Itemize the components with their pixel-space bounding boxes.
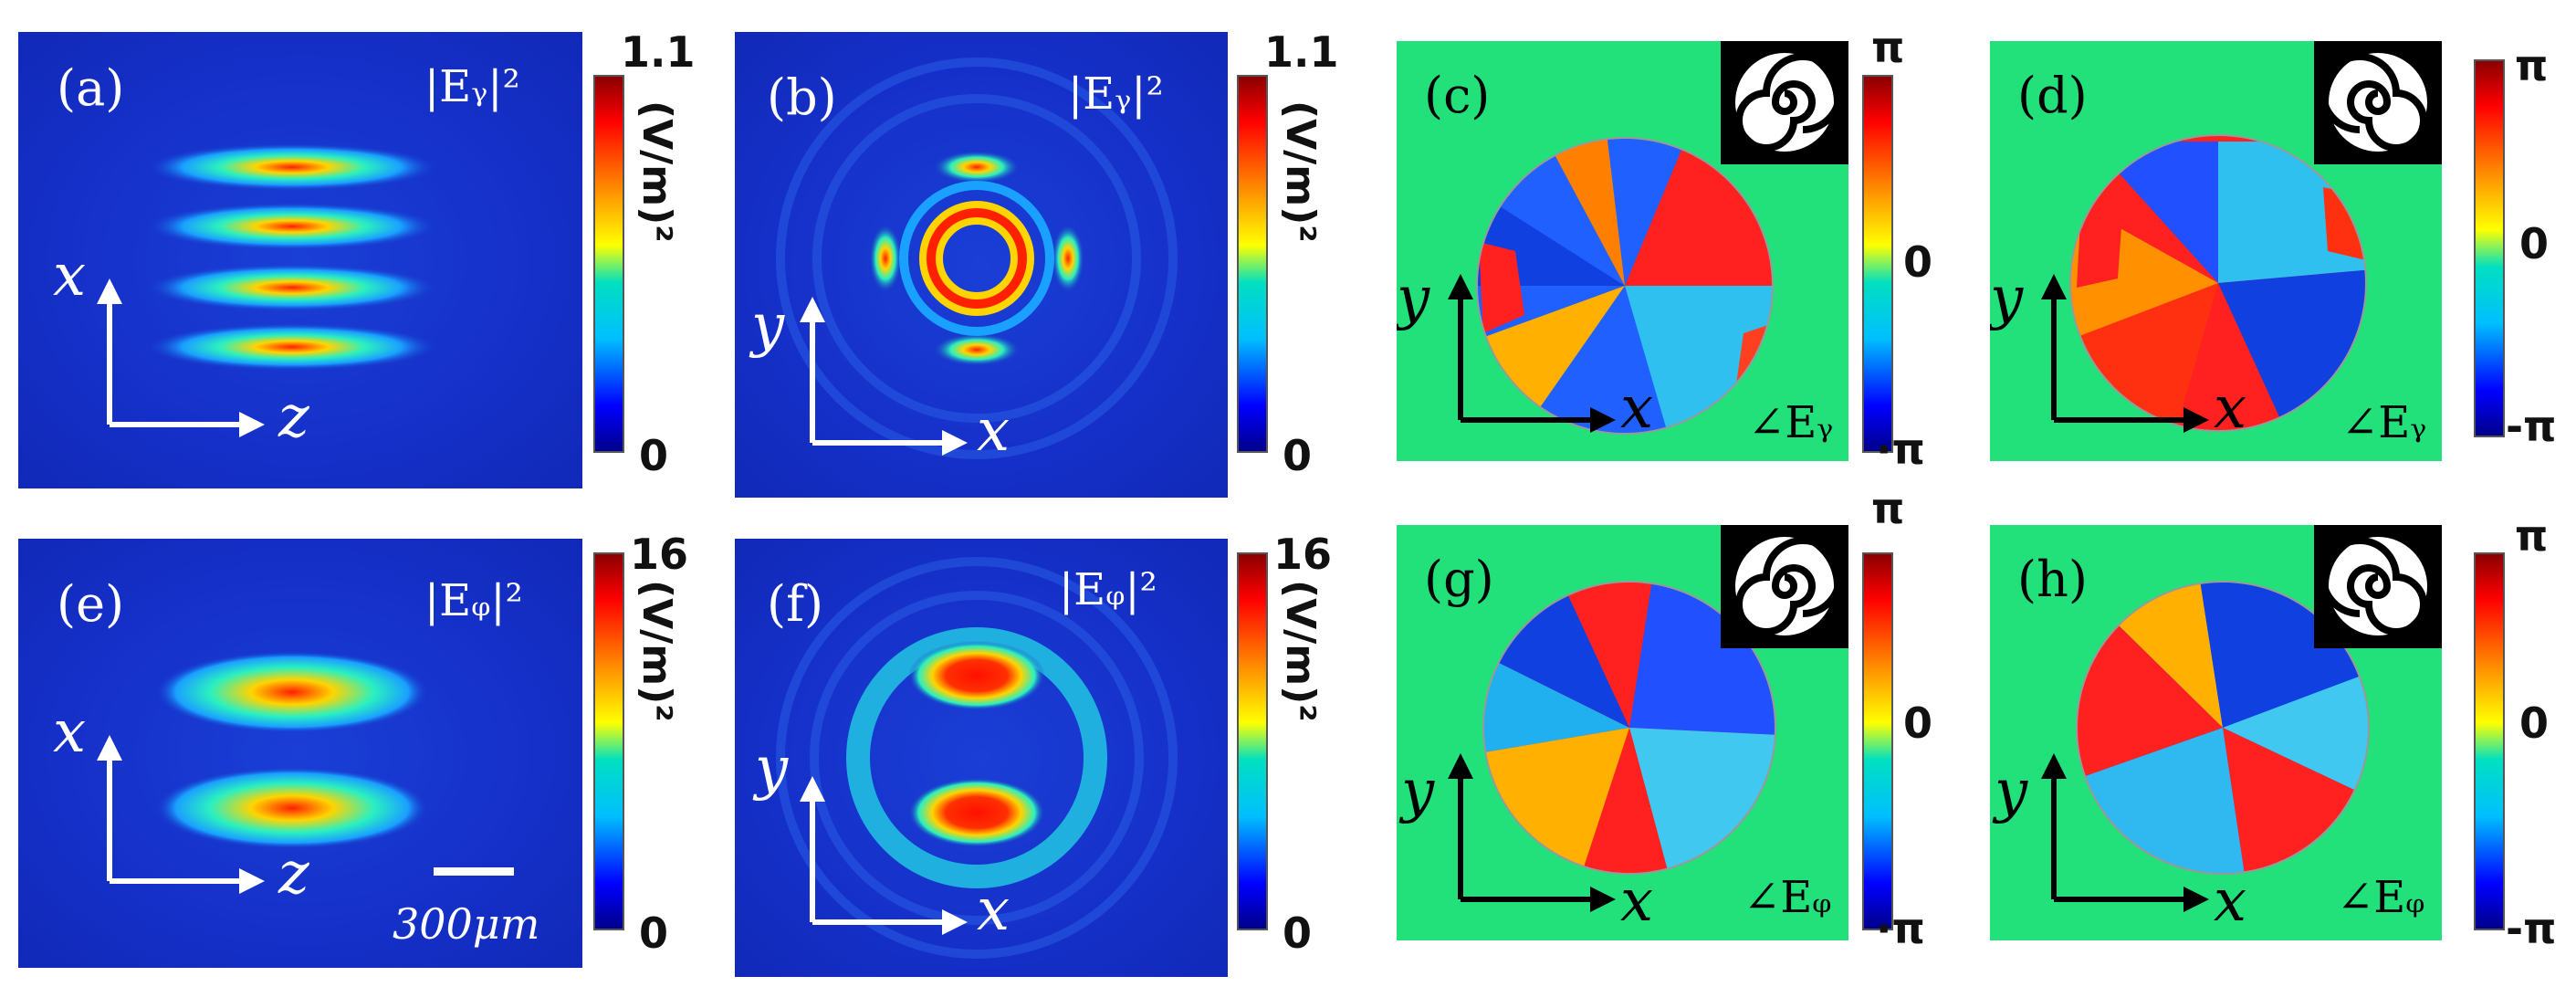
panel-e-axis-h: z xyxy=(278,840,309,908)
panel-a-axes-icon xyxy=(97,278,265,437)
panel-d-phase-disk xyxy=(2069,134,2367,432)
panel-g-phase-map: (g) ∠Eᵩ y x xyxy=(1397,525,1848,940)
panel-e-colorbar xyxy=(593,552,624,930)
panel-c-phase-map: (c) ∠Eᵧ y x xyxy=(1397,41,1848,461)
panel-h-cbar-bottom: -π xyxy=(2506,904,2557,953)
panel-d-cbar-mid: 0 xyxy=(2519,219,2550,268)
spiral-icon xyxy=(2319,537,2427,635)
panel-f-colorbar xyxy=(1237,552,1268,930)
panel-h-phase-disk xyxy=(2076,581,2370,875)
panel-e-lobes xyxy=(155,651,429,849)
panel-f-axes-icon xyxy=(800,776,968,935)
panel-c-spiral-mask-inset xyxy=(1721,41,1848,164)
panel-b-quantity: |Eᵧ|² xyxy=(1068,68,1164,120)
shared-phase-colorbar-top xyxy=(1862,75,1893,453)
panel-a-tag: (a) xyxy=(57,59,125,117)
panel-h-cbar-mid: 0 xyxy=(2519,698,2550,748)
panel-h-spiral-mask-inset xyxy=(2314,525,2442,648)
panel-e-cbar-top: 16 xyxy=(630,530,689,579)
panel-d-cbar-top: π xyxy=(2515,41,2549,90)
panel-h-quantity: ∠Eᵩ xyxy=(2337,872,2425,923)
panel-c-phase-disk xyxy=(1476,137,1774,435)
panel-h-tag: (h) xyxy=(2017,551,2088,608)
shared-phase-cbar-mid-label: 0 xyxy=(1903,237,1933,287)
panel-f-axis-v: y xyxy=(755,735,789,803)
panel-d-axis-v: y xyxy=(1990,265,2024,332)
panel-d-axes-icon xyxy=(2041,274,2209,433)
panel-h-axis-v: y xyxy=(1995,758,2028,825)
panel-e-scale-label: 300μm xyxy=(393,899,540,949)
panel-b-axis-v: y xyxy=(751,292,785,360)
spiral-icon xyxy=(2319,53,2427,152)
panel-e-tag: (e) xyxy=(57,575,125,633)
shared-phase-cbar2-top-label: π xyxy=(1871,484,1905,533)
panel-f-axis-h: x xyxy=(977,877,1011,944)
panel-a-colorbar xyxy=(593,75,624,453)
panel-d-axis-h: x xyxy=(2214,374,2247,442)
panel-d-quantity: ∠Eᵧ xyxy=(2341,397,2427,448)
panel-a-cbar-top: 1.1 xyxy=(621,27,696,77)
panel-d-tag: (d) xyxy=(2017,67,2088,124)
panel-d-cbar-bottom: -π xyxy=(2506,402,2557,451)
panel-h-axis-h: x xyxy=(2214,867,2247,935)
panel-a-fringes xyxy=(146,143,438,371)
panel-g-spiral-mask-inset xyxy=(1721,525,1848,648)
shared-phase-colorbar-bottom xyxy=(1862,552,1893,930)
panel-f-cbar-unit: (V/m)² xyxy=(1277,580,1324,722)
panel-a-intensity-map: (a) |Eᵧ|² x z xyxy=(18,32,582,488)
panel-f-cbar-bottom: 0 xyxy=(1283,908,1313,958)
panel-b-rings xyxy=(776,58,1178,459)
panel-e-cbar-bottom: 0 xyxy=(639,908,669,958)
panel-c-tag: (c) xyxy=(1424,67,1491,124)
panel-h-colorbar xyxy=(2474,552,2505,930)
panel-g-axis-h: x xyxy=(1620,867,1654,935)
panel-f-tag: (f) xyxy=(767,575,824,633)
spiral-icon xyxy=(1735,53,1843,152)
panel-e-axis-v: x xyxy=(53,698,87,766)
panel-f-cbar-top: 16 xyxy=(1273,530,1333,579)
panel-f-intensity-map: (f) |Eᵩ|² y x xyxy=(735,539,1228,977)
panel-c-axis-h: x xyxy=(1620,374,1654,442)
panel-b-cbar-bottom: 0 xyxy=(1283,431,1313,480)
panel-h-axes-icon xyxy=(2041,753,2209,912)
panel-f-lobes xyxy=(776,557,1178,959)
panel-b-intensity-map: (b) |Eᵧ|² y x xyxy=(735,32,1228,498)
panel-g-tag: (g) xyxy=(1424,551,1494,608)
panel-d-phase-map: (d) ∠Eᵧ y x xyxy=(1990,41,2442,461)
panel-e-cbar-unit: (V/m)² xyxy=(634,580,680,722)
panel-b-axis-h: x xyxy=(977,397,1011,465)
shared-phase-cbar-top-label: π xyxy=(1871,23,1905,72)
panel-b-cbar-unit: (V/m)² xyxy=(1277,100,1324,243)
panel-c-quantity: ∠Eᵧ xyxy=(1748,397,1834,448)
panel-g-axes-icon xyxy=(1448,753,1616,912)
panel-e-axes-icon xyxy=(97,735,265,894)
shared-phase-cbar2-mid-label: 0 xyxy=(1903,698,1933,748)
panel-b-axes-icon xyxy=(800,297,968,456)
panel-b-cbar-top: 1.1 xyxy=(1264,27,1339,77)
panel-d-spiral-mask-inset xyxy=(2314,41,2442,164)
panel-e-scale-bar xyxy=(434,867,514,876)
panel-h-phase-map: (h) ∠Eᵩ y x xyxy=(1990,525,2442,940)
panel-e-quantity: |Eᵩ|² xyxy=(424,575,523,626)
panel-a-axis-h: z xyxy=(278,383,309,451)
panel-g-quantity: ∠Eᵩ xyxy=(1744,872,1832,923)
panel-a-quantity: |Eᵧ|² xyxy=(424,61,520,112)
panel-e-intensity-map: (e) |Eᵩ|² x z 300μm xyxy=(18,539,582,968)
panel-h-cbar-top: π xyxy=(2515,511,2549,561)
panel-b-colorbar xyxy=(1237,75,1268,453)
panel-d-colorbar xyxy=(2474,59,2505,437)
panel-c-axes-icon xyxy=(1448,274,1616,433)
panel-c-axis-v: y xyxy=(1397,265,1430,332)
panel-a-cbar-unit: (V/m)² xyxy=(634,100,680,243)
panel-a-cbar-bottom: 0 xyxy=(639,431,669,480)
shared-phase-cbar2-bottom-label: ·π xyxy=(1876,904,1925,953)
shared-phase-cbar-bottom-label: ·π xyxy=(1876,425,1925,474)
panel-f-quantity: |Eᵩ|² xyxy=(1059,564,1157,615)
panel-g-axis-v: y xyxy=(1401,758,1435,825)
panel-a-axis-v: x xyxy=(53,242,87,310)
spiral-icon xyxy=(1735,537,1843,635)
panel-b-tag: (b) xyxy=(767,68,837,126)
